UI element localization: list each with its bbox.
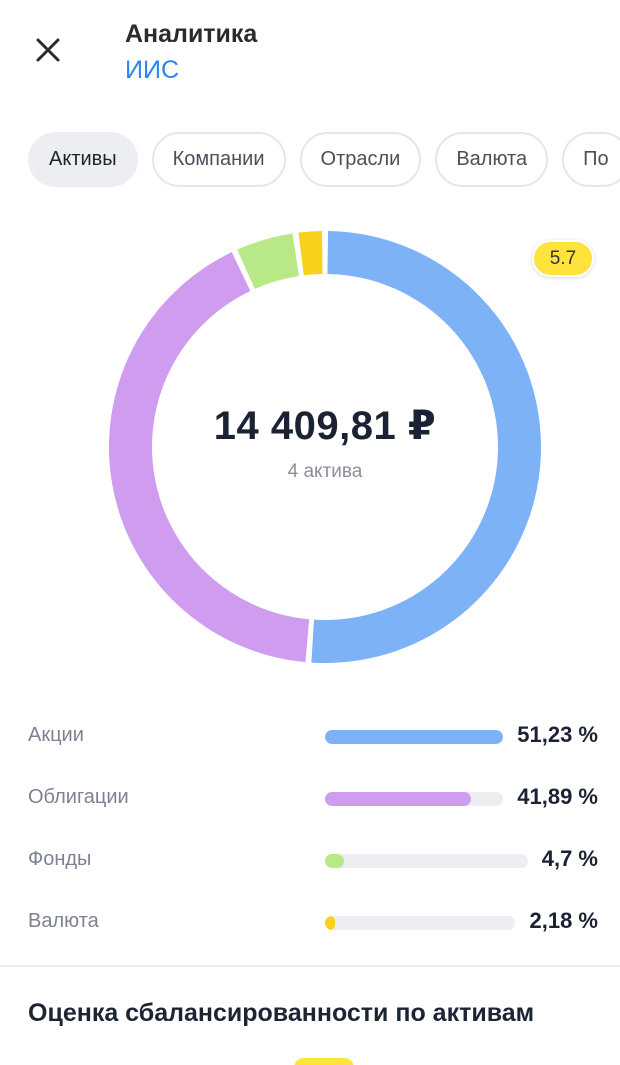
legend-row: Облигации 41,89 % xyxy=(28,774,598,836)
donut-svg xyxy=(109,231,541,663)
slice-currency[interactable] xyxy=(298,231,323,276)
legend-fill xyxy=(325,792,471,806)
legend-value: 51,23 % xyxy=(517,722,598,747)
balance-section-title: Оценка сбалансированности по активам xyxy=(28,999,535,1027)
tab-currency[interactable]: Валюта xyxy=(435,132,549,187)
legend-label: Валюта xyxy=(28,910,99,932)
legend-value: 41,89 % xyxy=(517,784,598,809)
legend-fill xyxy=(325,730,503,744)
tabs-bar: Активы Компании Отрасли Валюта По xyxy=(28,132,620,187)
legend-bar xyxy=(325,916,515,930)
tab-industries[interactable]: Отрасли xyxy=(299,132,422,187)
legend-label: Облигации xyxy=(28,786,129,808)
legend-row: Акции 51,23 % xyxy=(28,712,598,774)
account-subtitle[interactable]: ИИС xyxy=(125,56,179,84)
legend-bar xyxy=(325,854,528,868)
page-title: Аналитика xyxy=(125,20,258,48)
legend-row: Валюта 2,18 % xyxy=(28,898,598,960)
close-button[interactable] xyxy=(28,28,68,72)
tab-companies[interactable]: Компании xyxy=(151,132,286,187)
slice-funds[interactable] xyxy=(237,233,299,289)
allocation-donut-chart: 14 409,81 ₽ 4 актива xyxy=(100,222,550,672)
slice-stocks[interactable] xyxy=(311,231,541,663)
section-divider xyxy=(0,965,620,967)
legend-row: Фонды 4,7 % xyxy=(28,836,598,898)
header: Аналитика ИИС xyxy=(0,0,620,110)
legend-bar xyxy=(325,730,503,744)
tab-assets[interactable]: Активы xyxy=(28,132,138,187)
legend-label: Фонды xyxy=(28,848,92,870)
tab-more[interactable]: По xyxy=(562,132,620,187)
legend-value: 4,7 % xyxy=(541,846,598,871)
legend-bar xyxy=(325,792,503,806)
legend-label: Акции xyxy=(28,724,84,746)
balance-badge xyxy=(294,1058,354,1065)
legend-fill xyxy=(325,854,344,868)
allocation-legend: Акции 51,23 % Облигации 41,89 % Фонды 4,… xyxy=(28,712,598,960)
slice-bonds[interactable] xyxy=(109,252,310,663)
close-icon xyxy=(36,38,60,62)
legend-value: 2,18 % xyxy=(529,908,599,933)
legend-fill xyxy=(325,916,335,930)
rating-badge[interactable]: 5.7 xyxy=(532,240,594,277)
